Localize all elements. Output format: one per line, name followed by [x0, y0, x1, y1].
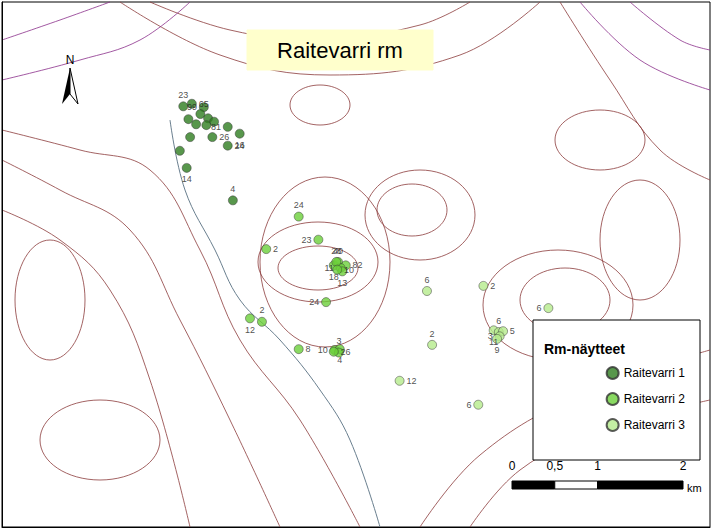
- svg-text:11: 11: [489, 336, 499, 347]
- svg-text:2: 2: [490, 281, 495, 291]
- svg-text:2: 2: [680, 459, 687, 473]
- svg-text:24: 24: [309, 297, 319, 307]
- svg-text:2: 2: [273, 244, 278, 254]
- svg-text:24: 24: [235, 141, 245, 151]
- svg-text:Raitevarri 3: Raitevarri 3: [624, 418, 686, 432]
- svg-text:10: 10: [344, 265, 354, 275]
- svg-text:11: 11: [324, 263, 333, 273]
- svg-text:3: 3: [488, 331, 493, 341]
- svg-text:Raitevarri rm: Raitevarri rm: [277, 38, 403, 63]
- svg-text:23: 23: [178, 90, 188, 100]
- svg-text:4: 4: [337, 355, 342, 365]
- svg-text:13: 13: [337, 278, 347, 288]
- svg-text:9: 9: [495, 345, 500, 355]
- svg-text:26: 26: [341, 347, 351, 357]
- svg-text:5: 5: [510, 326, 515, 336]
- svg-text:99: 99: [187, 102, 197, 112]
- svg-text:18: 18: [328, 271, 339, 282]
- svg-text:0,5: 0,5: [546, 459, 563, 473]
- svg-text:65: 65: [199, 99, 209, 109]
- svg-text:2: 2: [430, 329, 435, 339]
- svg-text:28: 28: [331, 246, 341, 256]
- svg-text:82: 82: [353, 260, 363, 270]
- svg-text:Raitevarri 1: Raitevarri 1: [624, 366, 686, 380]
- svg-text:Raitevarri 2: Raitevarri 2: [624, 392, 686, 406]
- svg-text:12: 12: [406, 376, 416, 386]
- svg-text:2: 2: [259, 305, 264, 315]
- svg-text:16: 16: [235, 140, 245, 150]
- svg-text:6: 6: [424, 275, 429, 285]
- svg-text:6: 6: [466, 400, 471, 410]
- svg-text:0: 0: [509, 459, 516, 473]
- svg-text:6: 6: [496, 316, 501, 326]
- svg-text:8: 8: [306, 344, 311, 354]
- svg-text:81: 81: [211, 122, 221, 132]
- svg-text:23: 23: [302, 235, 312, 245]
- svg-text:1: 1: [594, 459, 601, 473]
- svg-text:km: km: [687, 482, 702, 494]
- svg-text:12: 12: [245, 325, 255, 335]
- svg-text:10: 10: [318, 345, 328, 355]
- svg-text:24: 24: [294, 200, 304, 210]
- svg-text:26: 26: [219, 132, 229, 142]
- svg-text:3: 3: [336, 336, 341, 346]
- svg-text:6: 6: [537, 303, 542, 313]
- svg-text:N: N: [66, 53, 75, 67]
- svg-text:Rm-näytteet: Rm-näytteet: [544, 341, 625, 357]
- svg-text:4: 4: [230, 184, 235, 194]
- svg-text:14: 14: [182, 174, 192, 184]
